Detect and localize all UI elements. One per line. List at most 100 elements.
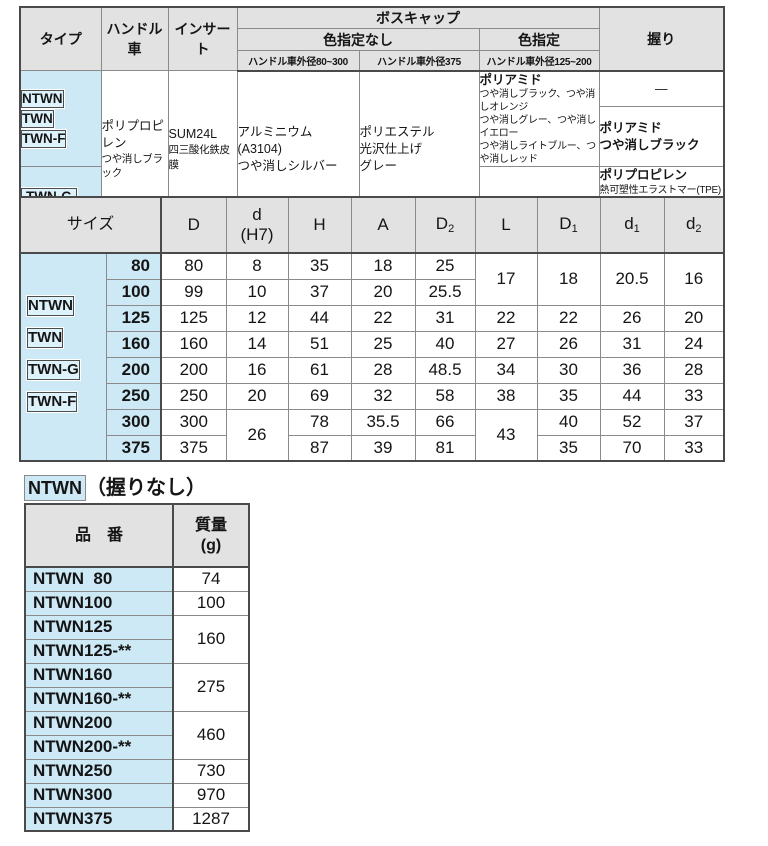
cell-L: 43 (474, 408, 538, 462)
cell-H: 51 (287, 330, 352, 358)
col-header-D2-sub: 2 (448, 223, 455, 236)
dims-type-labels: NTWN TWN TWN-G TWN-F (19, 252, 107, 462)
col-header-d2-base: d (685, 214, 696, 234)
cell-D2: 48.5 (414, 356, 476, 384)
part-number-cell: NTWN100 (24, 590, 174, 616)
part-number-cell: NTWN125 (24, 614, 174, 640)
cell-A: 25 (350, 330, 416, 358)
cell-d1: 20.5 (599, 252, 665, 306)
part-number-cell: NTWN 80 (24, 566, 174, 592)
mass-value-cell: 460 (172, 710, 250, 760)
handle-wheel-material: ポリプロピレン (101, 119, 165, 150)
cell-D2: 25.5 (414, 278, 476, 306)
cell-d1: 26 (599, 304, 665, 332)
col-header-h7: (H7) (240, 225, 274, 244)
mass-value-cell: 970 (172, 782, 250, 808)
cell-H: 78 (287, 408, 352, 436)
mass-table-title: NTWN （握りなし） (24, 471, 206, 501)
cell-D1: 35 (536, 382, 601, 410)
cell-D: 160 (160, 330, 227, 358)
cell-d2: 16 (663, 252, 725, 306)
mass-row: NTWN160 275 (24, 662, 250, 712)
type-badge-twn-g: TWN-G (27, 360, 80, 380)
col-header-od-375: ハンドル車外径375 (358, 50, 480, 72)
part-number-cell: NTWN300 (24, 782, 174, 808)
cell-H: 69 (287, 382, 352, 410)
cap-aluminum-line1: アルミニウム (237, 125, 313, 139)
type-badge-twn-f: TWN-F (21, 129, 67, 148)
cell-H: 35 (287, 252, 352, 280)
cell-L: 17 (474, 252, 538, 306)
dims-row-160: 160 160 14 51 25 40 27 26 31 24 (20, 330, 725, 358)
mass-value-cell: 74 (172, 566, 250, 592)
mass-value-cell: 1287 (172, 806, 250, 832)
cell-d: 12 (225, 304, 289, 332)
mass-row: NTWN100 100 (24, 590, 250, 616)
cell-d2: 33 (663, 382, 725, 410)
cap-aluminum-line3: つや消しシルバー (237, 158, 338, 173)
col-header-size: サイズ (19, 196, 162, 254)
size-cell: 375 (105, 434, 162, 462)
size-cell: 160 (105, 330, 162, 358)
col-header-d-h7: d (H7) (225, 196, 289, 254)
mass-header-row: 品 番 質量 (g) (24, 503, 250, 568)
grip-none-cell: — (598, 69, 725, 108)
type-badge-twn: TWN (27, 328, 64, 348)
part-number-cell: NTWN200-** (24, 734, 174, 760)
color-spec-colors-line3: つや消しライトブルー、つや消しレッド (479, 141, 596, 166)
mass-value-cell: 160 (172, 614, 250, 664)
col-header-mass-unit: (g) (200, 536, 222, 554)
spec-body-row-1: NTWN TWN TWN-F ポリプロピレン つや消しブラック SUM24L 四… (19, 69, 725, 229)
mass-value-cell: 275 (172, 662, 250, 712)
size-cell: 125 (105, 304, 162, 332)
cell-L: 27 (474, 330, 538, 358)
cell-A: 22 (350, 304, 416, 332)
col-header-H: H (287, 196, 352, 254)
cell-d: 16 (225, 356, 289, 384)
col-header-D1-sub: 1 (571, 223, 578, 236)
cell-d2: 37 (663, 408, 725, 436)
dims-row-80: NTWN TWN TWN-G TWN-F 80 80 8 35 18 25 17… (19, 252, 725, 462)
col-header-mass: 質量 (g) (172, 503, 250, 568)
dims-row-250: 250 250 20 69 32 58 38 35 44 33 (20, 382, 725, 410)
cell-d1: 52 (599, 408, 665, 436)
mass-row: NTWN250 730 (24, 758, 250, 784)
col-header-part-number: 品 番 (24, 503, 174, 568)
cell-A: 35.5 (350, 408, 416, 436)
cell-D2: 81 (414, 434, 476, 462)
size-cell: 300 (105, 408, 162, 436)
cell-D2: 25 (414, 252, 476, 280)
cell-d: 26 (225, 408, 289, 462)
col-header-od-125-200: ハンドル車外径125~200 (478, 50, 600, 72)
cell-H: 87 (287, 434, 352, 462)
dims-header-row: サイズ D d (H7) H A D2 L D1 d1 d2 (19, 196, 725, 254)
col-header-no-color-spec: 色指定なし (236, 28, 480, 51)
cell-D1: 26 (536, 330, 601, 358)
cell-A: 18 (350, 252, 416, 280)
cell-L: 38 (474, 382, 538, 410)
color-spec-colors-line1: つや消しブラック、つや消しオレンジ (479, 89, 595, 114)
cell-D: 300 (160, 408, 227, 436)
cell-d: 14 (225, 330, 289, 358)
grip-polyamide-cell: ポリアミド つや消しブラック (598, 106, 725, 168)
cell-D2: 58 (414, 382, 476, 410)
col-header-grip: 握り (598, 6, 725, 72)
col-header-color-spec: 色指定 (478, 28, 600, 51)
color-spec-material: ポリアミド (479, 72, 542, 87)
cell-H: 61 (287, 356, 352, 384)
cap-aluminum-line2: (A3104) (237, 141, 282, 156)
cell-d1: 31 (599, 330, 665, 358)
cell-D1: 35 (536, 434, 601, 462)
cap-polyester-line3: グレー (359, 158, 398, 173)
mass-value-cell: 100 (172, 590, 250, 616)
cell-d1: 36 (599, 356, 665, 384)
cell-D1: 18 (536, 252, 601, 306)
col-header-insert: インサート (167, 6, 238, 71)
col-header-d1-sub: 1 (633, 223, 640, 236)
dims-row-125: 125 125 12 44 22 31 22 22 26 20 (20, 304, 725, 332)
col-header-D2: D2 (414, 196, 476, 254)
cell-d: 20 (225, 382, 289, 410)
cell-D: 250 (160, 382, 227, 410)
cap-polyester-line1: ポリエステル (359, 125, 435, 139)
cell-H: 44 (287, 304, 352, 332)
